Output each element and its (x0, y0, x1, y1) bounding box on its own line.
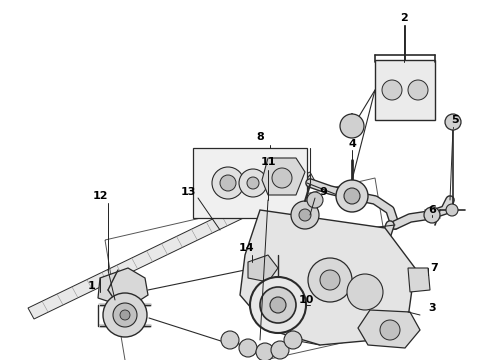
Polygon shape (98, 268, 148, 308)
Text: 4: 4 (348, 139, 356, 149)
Circle shape (408, 80, 428, 100)
Circle shape (271, 341, 289, 359)
Circle shape (340, 114, 364, 138)
Text: 12: 12 (92, 191, 108, 201)
Text: 1: 1 (88, 281, 96, 291)
Polygon shape (358, 310, 420, 348)
Text: 7: 7 (430, 263, 438, 273)
Circle shape (347, 274, 383, 310)
Polygon shape (262, 158, 305, 195)
Circle shape (307, 192, 323, 208)
Circle shape (382, 80, 402, 100)
Text: 3: 3 (428, 303, 436, 313)
Circle shape (299, 209, 311, 221)
Polygon shape (193, 148, 307, 218)
Circle shape (272, 168, 292, 188)
Circle shape (239, 169, 267, 197)
Polygon shape (375, 60, 435, 120)
Text: 8: 8 (256, 132, 264, 142)
Circle shape (445, 114, 461, 130)
Circle shape (424, 207, 440, 223)
Circle shape (260, 287, 296, 323)
Circle shape (220, 175, 236, 191)
Text: 13: 13 (180, 187, 196, 197)
Circle shape (247, 177, 259, 189)
Circle shape (284, 331, 302, 349)
Text: 14: 14 (238, 243, 254, 253)
Polygon shape (248, 255, 278, 282)
Circle shape (221, 331, 239, 349)
Text: 9: 9 (319, 187, 327, 197)
Polygon shape (28, 172, 316, 319)
Text: 10: 10 (298, 295, 314, 305)
Circle shape (308, 258, 352, 302)
Circle shape (120, 310, 130, 320)
Circle shape (212, 167, 244, 199)
Circle shape (344, 188, 360, 204)
Circle shape (113, 303, 137, 327)
Text: 11: 11 (260, 157, 276, 167)
Circle shape (250, 277, 306, 333)
Circle shape (291, 201, 319, 229)
Circle shape (320, 270, 340, 290)
Circle shape (446, 204, 458, 216)
Text: 5: 5 (451, 115, 459, 125)
Polygon shape (240, 210, 415, 345)
Circle shape (380, 320, 400, 340)
Circle shape (270, 297, 286, 313)
Circle shape (336, 180, 368, 212)
Text: 2: 2 (400, 13, 408, 23)
Polygon shape (408, 268, 430, 292)
Text: 6: 6 (428, 205, 436, 215)
Circle shape (103, 293, 147, 337)
Circle shape (239, 339, 257, 357)
Circle shape (256, 343, 274, 360)
